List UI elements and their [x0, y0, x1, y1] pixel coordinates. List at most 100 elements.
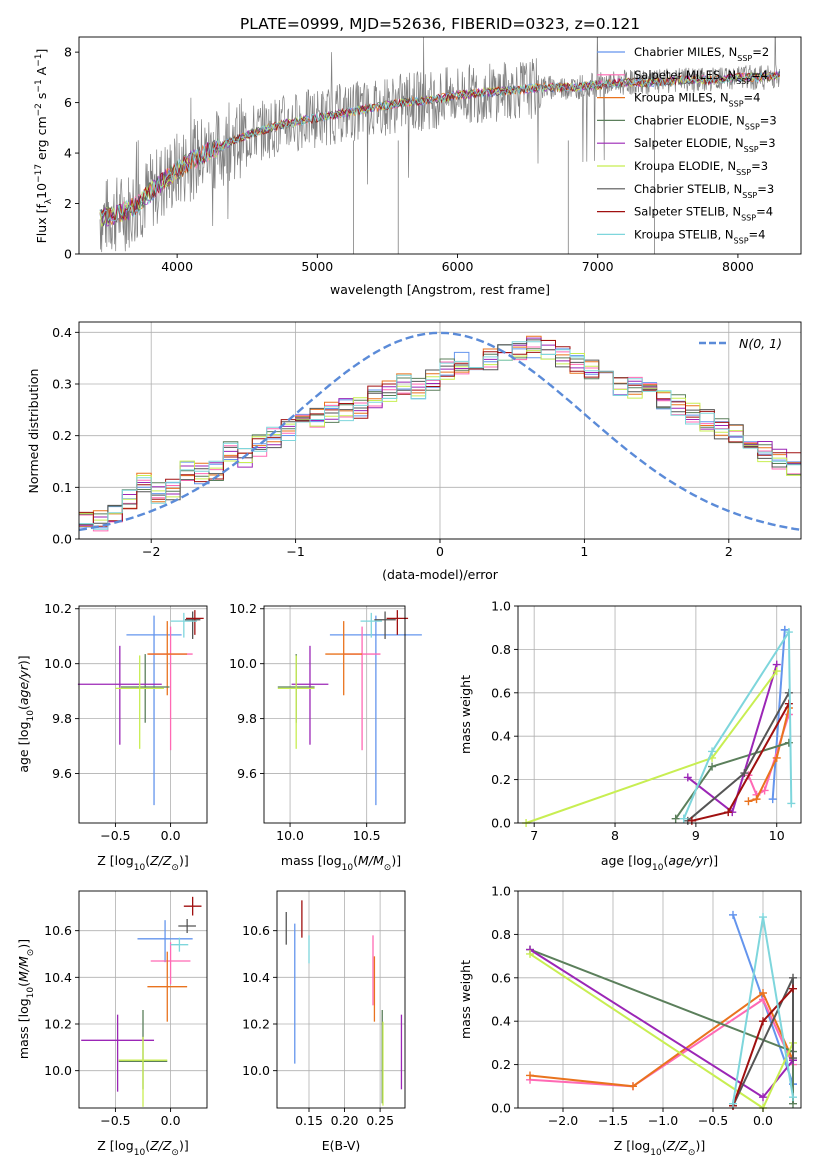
series-kroupa_miles: [744, 703, 793, 806]
x-tick-label: 0: [436, 544, 444, 559]
weight-marker: [629, 1082, 637, 1091]
y-axis-label: age [log10(age/yr)]: [16, 655, 36, 772]
x-tick-label: 5000: [301, 259, 333, 274]
weight-line: [529, 998, 794, 1088]
series-chabrier_elodie: [526, 945, 797, 1108]
legend-entry: Kroupa STELIB, NSSP=4: [634, 227, 765, 245]
spectrum-lines: [99, 37, 781, 254]
x-tick-label: 10: [769, 828, 785, 843]
axes-weight_vs_Z: −2.0 −1.5 −1.0 −0.5 0.0 0.0 0.2 0.4 0.6 0.8 1.0 mas…: [458, 884, 802, 1158]
weight-marker: [760, 786, 769, 795]
legend-entry: Chabrier ELODIE, NSSP=3: [634, 113, 777, 130]
series-kroupa_stelib: [729, 913, 797, 1108]
point-salpeter_miles: [343, 626, 381, 751]
y-tick-label: 0.2: [52, 428, 72, 443]
x-tick-label: 0.0: [161, 1113, 181, 1128]
x-axis-label: (data-model)/error: [382, 567, 499, 582]
figure-title: PLATE=0999, MJD=52636, FIBERID=0323, z=0…: [240, 15, 640, 33]
x-tick-label: −0.5: [100, 828, 130, 843]
model-salpeter_stelib: [99, 71, 781, 222]
point-kroupa_stelib: [170, 612, 198, 638]
y-tick-label: 2: [64, 196, 72, 211]
weight-marker: [740, 769, 749, 778]
axes-frame: [78, 36, 802, 255]
x-axis-label: wavelength [Angstrom, rest frame]: [330, 282, 550, 297]
y-tick-label: 10.0: [229, 656, 257, 671]
hist-chabrier_stelib: [79, 339, 801, 525]
weight-marker: [789, 984, 797, 993]
y-tick-label: 9.6: [52, 766, 72, 781]
weight-line: [748, 707, 790, 803]
hist-kroupa_stelib: [79, 341, 801, 530]
gaussian-curve: [79, 331, 801, 532]
weight-marker: [752, 795, 761, 804]
model-kroupa_stelib: [99, 71, 780, 222]
axes-age_vs_mass: 10.0 10.5 9.6 9.8 10.0 10.2 mass [log10(M/M⊙)]: [229, 601, 422, 873]
y-tick-label: 10.4: [242, 970, 270, 985]
y-tick-label: 0.2: [491, 1057, 511, 1072]
axes-age_vs_Z: −0.5 0.0 9.6 9.8 10.0 10.2 Z [log10(Z/Z⊙)] age …: [16, 601, 208, 873]
weight-marker: [787, 799, 796, 808]
weight-line: [525, 670, 778, 824]
y-tick-label: 0.8: [491, 927, 511, 942]
y-tick-label: 9.8: [237, 711, 257, 726]
axes-frame: [517, 605, 802, 824]
weight-marker: [772, 753, 781, 762]
observed-spectrum: [99, 37, 781, 253]
y-tick-label: 1.0: [491, 599, 511, 614]
series-salpeter_elodie: [526, 945, 797, 1102]
point-kroupa_stelib: [170, 937, 189, 952]
y-tick-label: 10.6: [44, 923, 72, 938]
y-tick-label: 0: [64, 247, 72, 262]
weight-marker: [780, 625, 789, 634]
weight-marker: [789, 1054, 797, 1063]
legend-entry: N(0, 1): [739, 336, 782, 351]
point-kroupa_miles: [147, 951, 188, 1022]
y-tick-label: 10.6: [242, 923, 270, 938]
y-axis-label: mass [log10(M/M⊙)]: [16, 939, 36, 1059]
weight-marker: [708, 747, 717, 756]
plot-layer: 4000 5000 6000 7000 8000 0 2 4 6 8 wavelength [Ang…: [16, 36, 802, 1158]
axes-frame: [276, 890, 406, 1109]
y-tick-label: 0.4: [491, 1014, 511, 1029]
y-tick-label: 0.0: [491, 816, 511, 831]
x-axis-label: Z [log10(Z/Z⊙)]: [97, 853, 188, 873]
y-tick-label: 0.0: [52, 532, 72, 547]
y-tick-label: 1.0: [491, 884, 511, 899]
axes-frame: [517, 890, 802, 1109]
y-tick-label: 9.8: [52, 711, 72, 726]
weight-marker: [708, 762, 717, 771]
y-axis-label: mass weight: [458, 960, 473, 1039]
x-tick-label: −0.5: [100, 1113, 130, 1128]
weight-marker: [789, 973, 797, 982]
hist-salpeter_stelib: [79, 340, 801, 527]
weight-marker: [784, 738, 793, 747]
y-tick-label: 0.4: [52, 325, 72, 340]
series-chabrier_miles: [768, 625, 789, 804]
point-kroupa_elodie: [277, 655, 315, 749]
point-kroupa_elodie: [115, 655, 164, 749]
legend-entry: Salpeter ELODIE, NSSP=3: [634, 136, 776, 154]
x-tick-label: 0.15: [295, 1113, 323, 1128]
x-tick-label: 10.5: [353, 828, 381, 843]
point-chabrier_miles: [126, 615, 182, 806]
y-tick-label: 0.2: [491, 772, 511, 787]
weight-marker: [759, 988, 767, 997]
point-salpeter_stelib: [186, 610, 204, 635]
series-kroupa_stelib: [679, 628, 796, 823]
x-tick-label: −1: [286, 544, 304, 559]
y-tick-label: 10.0: [44, 1063, 72, 1078]
y-tick-label: 9.6: [237, 766, 257, 781]
point-kroupa_miles: [325, 621, 363, 696]
y-tick-label: 0.1: [52, 480, 72, 495]
weight-marker: [671, 814, 680, 823]
y-axis-label: Flux [fλ10−17 erg cm−2 s−1 A−1]: [34, 49, 54, 244]
axes-mass_vs_Z: −0.5 0.0 10.0 10.2 10.4 10.6 Z [log10(Z/Z⊙)] ma…: [16, 890, 208, 1158]
point-chabrier_stelib: [178, 919, 196, 933]
y-tick-label: 8: [64, 45, 72, 60]
weight-marker: [759, 913, 767, 922]
series-kroupa_elodie: [522, 667, 781, 827]
weight-marker: [724, 808, 733, 817]
x-tick-label: 0.0: [161, 828, 181, 843]
hist-salpeter_miles: [79, 346, 801, 532]
